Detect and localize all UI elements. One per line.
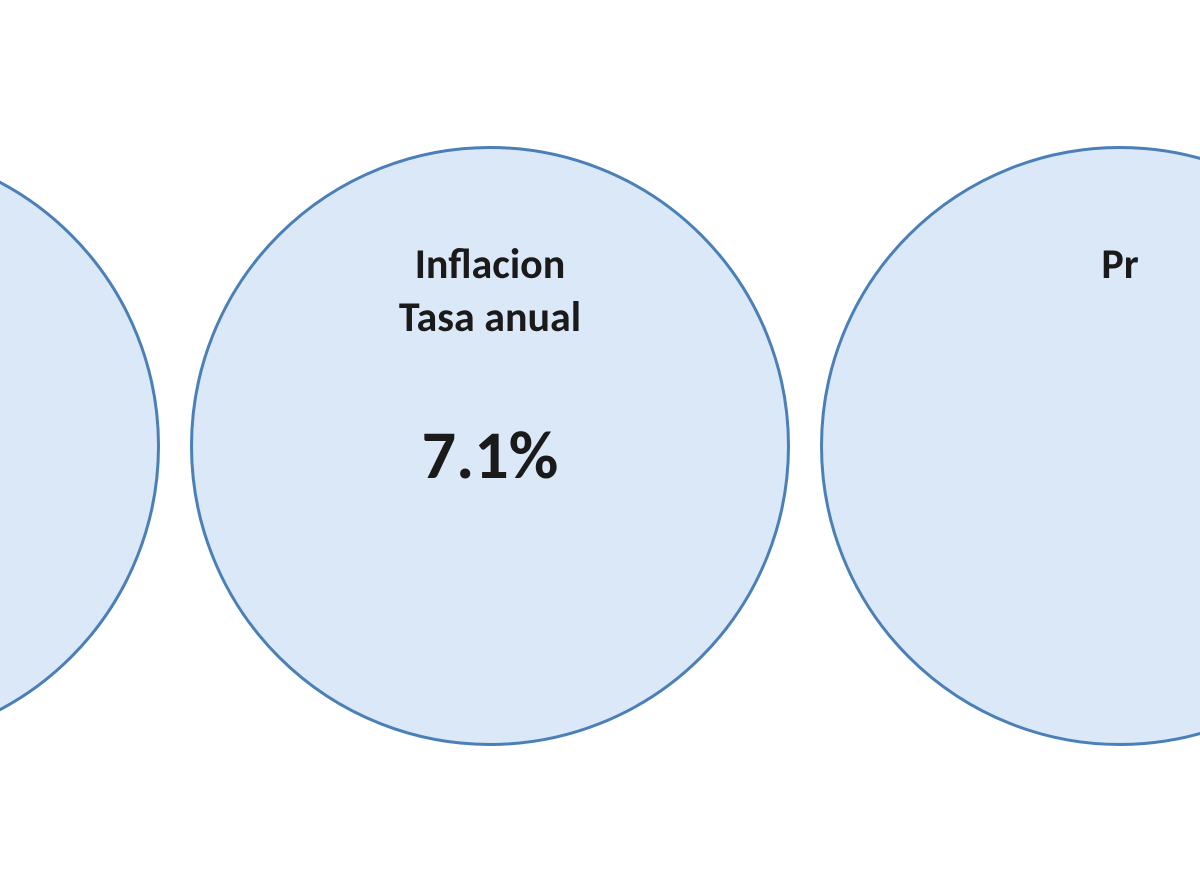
stat-title-line1: Inflacion xyxy=(415,239,566,292)
stat-circle-right: Pr xyxy=(820,146,1200,746)
stat-circle-left xyxy=(0,146,160,746)
stat-circle-center: Inflacion Tasa anual 7.1% xyxy=(190,146,790,746)
stat-title-line2: Tasa anual xyxy=(399,292,581,345)
stat-value: 7.1% xyxy=(422,414,559,497)
circles-row: Inflacion Tasa anual 7.1% Pr xyxy=(0,146,1200,746)
stat-title-line1: Pr xyxy=(1101,239,1138,292)
